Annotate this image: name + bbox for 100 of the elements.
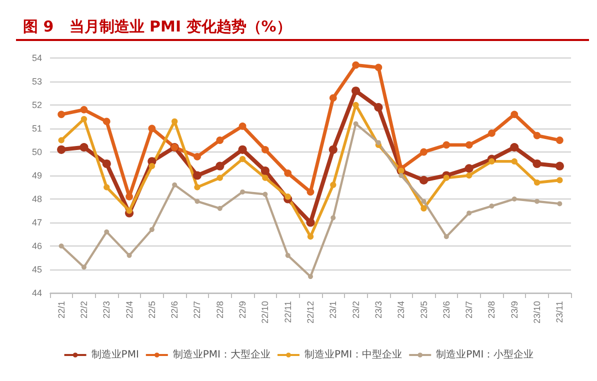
y-tick-label: 47 xyxy=(32,218,42,228)
x-tick-label: 22/12 xyxy=(306,301,316,324)
x-tick-label: 23/5 xyxy=(418,301,429,319)
point xyxy=(238,145,247,154)
y-tick-label: 49 xyxy=(32,170,42,180)
x-tick-label: 22/4 xyxy=(124,301,134,319)
point xyxy=(126,252,132,258)
y-tick-label: 45 xyxy=(32,264,42,274)
point xyxy=(374,64,382,72)
point xyxy=(329,94,337,102)
point xyxy=(511,158,518,164)
x-tick-label: 23/6 xyxy=(441,301,452,319)
point xyxy=(171,118,178,125)
point xyxy=(262,192,268,197)
point xyxy=(102,159,111,168)
point xyxy=(306,188,314,196)
legend-label: 制造业PMI：中型企业 xyxy=(304,348,402,360)
point xyxy=(102,118,110,126)
point xyxy=(512,196,517,202)
x-tick-label: 22/7 xyxy=(192,301,202,319)
point xyxy=(489,204,494,209)
y-tick-label: 44 xyxy=(32,288,42,298)
point xyxy=(217,206,222,211)
x-tick-label: 22/11 xyxy=(282,301,293,323)
point xyxy=(306,218,315,227)
point xyxy=(216,174,223,181)
x-tick-label: 23/11 xyxy=(554,301,565,323)
y-tick-label: 52 xyxy=(32,100,42,110)
point xyxy=(262,146,269,154)
x-tick-label: 22/3 xyxy=(102,301,112,319)
legend-label: 制造业PMI：大型企业 xyxy=(172,348,270,360)
point xyxy=(488,158,495,164)
point xyxy=(148,163,156,170)
point xyxy=(374,103,383,112)
x-tick-label: 23/7 xyxy=(464,301,474,319)
point xyxy=(556,136,564,144)
point xyxy=(328,145,338,154)
point xyxy=(330,182,336,188)
point xyxy=(488,130,496,137)
point xyxy=(466,172,472,179)
point xyxy=(465,141,473,149)
point xyxy=(534,179,540,186)
point xyxy=(555,162,564,170)
point xyxy=(376,140,381,146)
point xyxy=(238,122,246,130)
point xyxy=(444,234,449,240)
x-tick-label: 22/10 xyxy=(260,301,270,324)
x-tick-label: 22/6 xyxy=(170,301,180,319)
point xyxy=(194,184,200,190)
point xyxy=(284,169,292,177)
x-tick-label: 23/4 xyxy=(396,301,406,319)
point xyxy=(240,189,246,194)
point xyxy=(80,143,88,152)
x-tick-label: 23/3 xyxy=(373,301,384,319)
point xyxy=(239,156,246,162)
point xyxy=(557,201,562,206)
x-tick-label: 22/2 xyxy=(78,301,89,319)
x-tick-label: 23/8 xyxy=(486,301,497,319)
y-tick-label: 46 xyxy=(32,241,42,251)
point xyxy=(192,171,202,180)
y-tick-label: 48 xyxy=(32,194,42,204)
point xyxy=(308,274,313,280)
point xyxy=(148,124,156,132)
legend-label: 制造业PMI：小型企业 xyxy=(436,348,534,360)
y-tick-label: 50 xyxy=(32,147,42,157)
point xyxy=(216,162,224,170)
point xyxy=(533,132,541,140)
x-tick-label: 23/9 xyxy=(509,301,520,319)
point xyxy=(534,198,540,204)
point xyxy=(307,234,314,240)
x-tick-label: 22/8 xyxy=(214,301,225,319)
point xyxy=(80,116,88,122)
point xyxy=(510,110,518,118)
point xyxy=(104,229,110,234)
point xyxy=(443,174,450,181)
point xyxy=(104,184,110,190)
y-tick-label: 53 xyxy=(32,76,42,86)
point xyxy=(80,106,88,114)
point xyxy=(285,252,290,258)
legend-label: 制造业PMI xyxy=(91,348,139,360)
point xyxy=(284,194,291,200)
point xyxy=(262,174,268,181)
point xyxy=(353,121,358,126)
point xyxy=(556,177,563,184)
x-tick-label: 23/2 xyxy=(350,301,361,319)
point xyxy=(81,264,86,270)
point xyxy=(58,110,66,118)
chart-title: 图 9 当月制造业 PMI 变化趋势（%） xyxy=(23,18,292,36)
point xyxy=(466,210,472,216)
point xyxy=(532,159,542,168)
point xyxy=(126,208,132,214)
point xyxy=(420,205,427,212)
y-tick-label: 51 xyxy=(32,124,42,134)
point xyxy=(194,153,201,160)
point xyxy=(352,102,359,108)
point xyxy=(172,182,178,188)
point xyxy=(421,198,426,204)
point xyxy=(58,137,64,144)
point xyxy=(398,173,404,178)
y-tick-label: 54 xyxy=(32,53,42,63)
